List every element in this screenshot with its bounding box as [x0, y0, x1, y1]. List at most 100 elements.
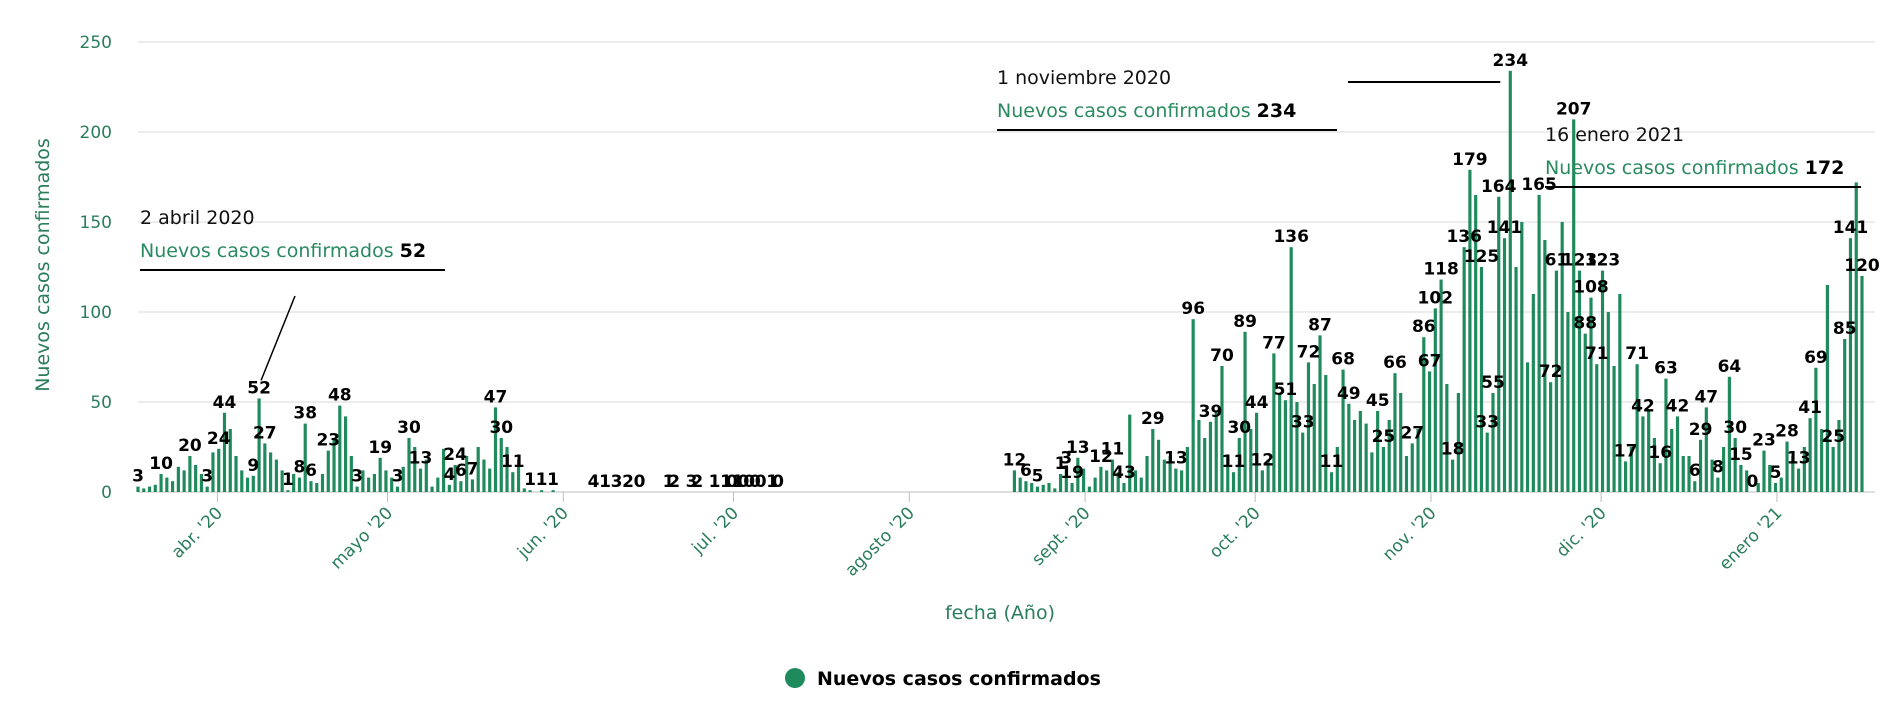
bar[interactable]	[1629, 447, 1633, 492]
bar[interactable]	[142, 488, 146, 492]
bar[interactable]	[245, 477, 250, 492]
bar[interactable]	[1756, 483, 1760, 492]
bar[interactable]	[1589, 297, 1593, 492]
bar[interactable]	[1358, 411, 1362, 492]
bar[interactable]	[1404, 456, 1409, 492]
bar[interactable]	[1312, 384, 1316, 492]
bar[interactable]	[1773, 483, 1778, 492]
bar[interactable]	[1151, 429, 1155, 492]
bar[interactable]	[551, 490, 555, 492]
bar[interactable]	[1289, 247, 1293, 492]
bar[interactable]	[355, 486, 359, 492]
bar[interactable]	[1843, 339, 1847, 492]
bar[interactable]	[147, 486, 152, 492]
bar[interactable]	[309, 481, 313, 492]
bar[interactable]	[1416, 429, 1420, 492]
bar[interactable]	[343, 416, 348, 492]
bar[interactable]	[159, 474, 163, 492]
bar[interactable]	[1272, 353, 1276, 492]
bar[interactable]	[1624, 461, 1628, 492]
bar[interactable]	[222, 412, 227, 492]
bar[interactable]	[251, 475, 255, 492]
bar[interactable]	[1491, 393, 1495, 492]
bar[interactable]	[1479, 267, 1484, 492]
bar[interactable]	[1808, 418, 1812, 492]
bar[interactable]	[1525, 362, 1530, 492]
bar[interactable]	[522, 488, 526, 492]
bar[interactable]	[1093, 477, 1097, 492]
bar[interactable]	[1462, 247, 1466, 492]
bar[interactable]	[153, 484, 157, 492]
bar[interactable]	[1024, 481, 1028, 492]
bar[interactable]	[1347, 403, 1351, 492]
bar[interactable]	[1128, 414, 1132, 492]
bar[interactable]	[1485, 432, 1489, 492]
bar[interactable]	[1722, 447, 1726, 492]
bar[interactable]	[1497, 196, 1501, 493]
bar[interactable]	[1255, 412, 1259, 492]
bar[interactable]	[326, 450, 330, 492]
bar[interactable]	[1381, 447, 1386, 492]
bar[interactable]	[459, 481, 463, 492]
bar[interactable]	[1105, 470, 1109, 492]
bar[interactable]	[1814, 367, 1818, 492]
bar[interactable]	[1658, 463, 1662, 492]
bar[interactable]	[1514, 267, 1518, 492]
bar[interactable]	[211, 452, 215, 492]
bar[interactable]	[349, 456, 353, 492]
bar[interactable]	[1283, 400, 1287, 492]
bar[interactable]	[228, 429, 232, 492]
bar[interactable]	[476, 447, 480, 492]
bar[interactable]	[1156, 439, 1161, 492]
bar[interactable]	[1554, 270, 1558, 492]
bar[interactable]	[1520, 222, 1524, 492]
bar[interactable]	[1035, 486, 1040, 492]
bar[interactable]	[1041, 484, 1045, 492]
bar[interactable]	[280, 470, 284, 492]
bar[interactable]	[1376, 411, 1380, 492]
bar[interactable]	[367, 477, 371, 492]
bar[interactable]	[1329, 472, 1334, 492]
bar[interactable]	[1543, 240, 1547, 492]
bar[interactable]	[1237, 438, 1241, 492]
bar[interactable]	[1745, 470, 1749, 492]
bar[interactable]	[1266, 459, 1270, 492]
bar[interactable]	[292, 474, 296, 492]
bar[interactable]	[217, 448, 221, 492]
bar[interactable]	[1779, 477, 1783, 492]
bar[interactable]	[1635, 364, 1639, 492]
bar[interactable]	[424, 459, 428, 492]
bar[interactable]	[1785, 441, 1789, 492]
bar[interactable]	[1762, 450, 1766, 492]
bar[interactable]	[136, 486, 140, 492]
bar[interactable]	[1110, 459, 1115, 492]
bar[interactable]	[1681, 456, 1685, 492]
bar[interactable]	[488, 468, 492, 492]
bar[interactable]	[1082, 468, 1086, 492]
bar[interactable]	[1739, 465, 1743, 492]
bar[interactable]	[338, 405, 342, 492]
bar[interactable]	[1306, 362, 1311, 492]
bar[interactable]	[1301, 432, 1305, 492]
bar[interactable]	[1693, 481, 1697, 492]
bar[interactable]	[413, 447, 417, 492]
bar[interactable]	[442, 448, 446, 492]
bar[interactable]	[1531, 294, 1535, 492]
bar[interactable]	[1122, 483, 1126, 492]
bar[interactable]	[1716, 477, 1720, 492]
bar[interactable]	[516, 459, 521, 492]
bar[interactable]	[1670, 429, 1674, 492]
bar[interactable]	[1335, 447, 1339, 492]
bar[interactable]	[1353, 420, 1357, 492]
bar[interactable]	[1174, 468, 1178, 492]
bar[interactable]	[1145, 456, 1149, 492]
bar[interactable]	[1600, 270, 1605, 492]
bar[interactable]	[303, 423, 307, 492]
bar[interactable]	[1612, 366, 1616, 492]
bar[interactable]	[1018, 477, 1022, 492]
bar[interactable]	[1070, 483, 1074, 492]
bar[interactable]	[1445, 384, 1449, 492]
bar[interactable]	[1226, 456, 1230, 492]
bar[interactable]	[1203, 438, 1207, 492]
bar[interactable]	[1341, 369, 1345, 492]
